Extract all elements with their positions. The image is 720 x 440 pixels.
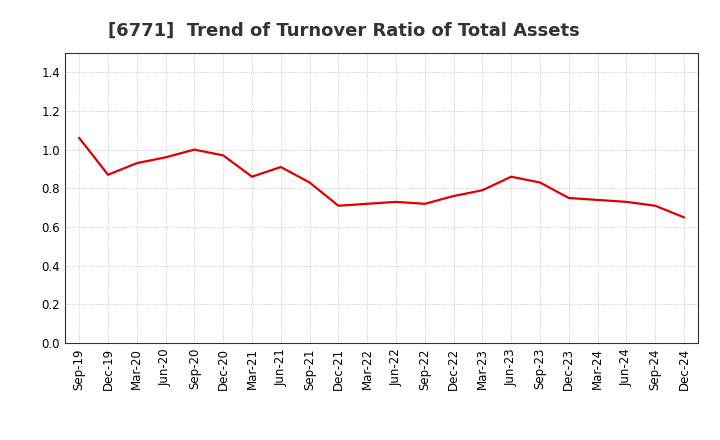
Text: [6771]  Trend of Turnover Ratio of Total Assets: [6771] Trend of Turnover Ratio of Total … [108, 22, 580, 40]
